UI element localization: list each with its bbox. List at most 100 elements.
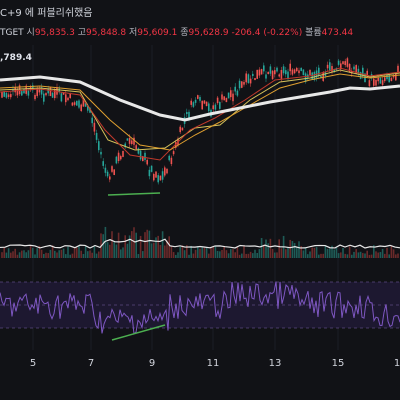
candle-body — [153, 174, 155, 181]
candle-body — [45, 93, 47, 96]
candle-body — [179, 126, 181, 133]
candle-body — [205, 101, 208, 107]
volume-bar — [337, 253, 340, 258]
candle-body — [225, 97, 228, 103]
volume-bar — [80, 250, 82, 258]
candle-body — [36, 88, 38, 97]
candle-body — [124, 143, 126, 148]
volume-bar — [10, 252, 12, 258]
volume-bar — [208, 253, 210, 258]
candle-body — [139, 150, 142, 160]
candle-body — [1, 91, 3, 98]
volume-bar — [113, 242, 115, 258]
volume-bar — [60, 249, 63, 258]
price-trendline[interactable] — [107, 192, 161, 196]
volume-bar — [236, 246, 239, 258]
candle-body — [236, 90, 239, 96]
candle-body — [291, 69, 294, 75]
volume-bar — [344, 253, 346, 258]
volume-bar — [364, 253, 366, 258]
volume-bar — [170, 245, 173, 258]
candle-body — [377, 77, 379, 82]
candle-body — [368, 80, 371, 87]
candlesticks[interactable] — [1, 56, 399, 185]
volume-bar — [342, 248, 344, 258]
candle-body — [230, 90, 232, 98]
volume-bar — [183, 250, 186, 258]
volume-bar — [27, 250, 30, 258]
volume-bar — [168, 236, 170, 258]
candle-body — [201, 100, 203, 110]
open-label: 시 — [26, 28, 35, 38]
volume-bar — [21, 250, 23, 258]
candle-body — [190, 100, 192, 105]
candle-body — [106, 171, 109, 177]
volume-bar — [234, 252, 236, 258]
candle-body — [249, 78, 252, 84]
candle-body — [133, 137, 135, 145]
volume-bar — [190, 245, 192, 258]
volume-bar — [102, 234, 104, 258]
volume-bar — [214, 245, 217, 258]
price-tag-text: ,789.4 — [0, 53, 32, 63]
candle-body — [357, 68, 360, 74]
volume-bar — [276, 252, 278, 258]
volume-bar — [289, 239, 291, 258]
volume-bar — [40, 249, 43, 258]
volume-bar — [353, 251, 355, 258]
volume-bar — [120, 249, 122, 258]
candle-body — [274, 70, 276, 75]
volume-bar — [117, 232, 120, 258]
ohlc-legend: TGET 시95,835.3 고95,848.8 저95,609.1 종95,6… — [0, 25, 353, 38]
volume-bar — [36, 248, 38, 258]
volume-bar — [309, 251, 311, 258]
candle-body — [252, 73, 254, 76]
volume-bar — [78, 245, 80, 258]
candle-body — [322, 72, 324, 81]
volume-bar — [89, 250, 91, 258]
candle-body — [23, 88, 25, 94]
candle-body — [34, 94, 36, 100]
candle-body — [258, 69, 261, 76]
candle-body — [355, 65, 357, 74]
volume-bar — [122, 247, 124, 258]
volume-bar — [95, 253, 98, 258]
candle-body — [164, 167, 166, 176]
volume-bar — [137, 254, 140, 258]
volume-bar — [82, 253, 85, 258]
candle-body — [342, 61, 344, 65]
volume-bar — [56, 252, 58, 258]
candle-body — [326, 64, 329, 69]
candle-body — [381, 80, 384, 85]
volume-bar — [247, 253, 250, 258]
rsi-trendline[interactable] — [111, 324, 166, 341]
candle-body — [216, 97, 219, 104]
volume-bar — [260, 237, 263, 258]
candle-body — [366, 70, 368, 76]
volume-bar — [47, 253, 49, 258]
ma-red-line — [0, 67, 400, 161]
candle-body — [337, 60, 340, 65]
volume-bar — [302, 250, 305, 258]
candle-body — [346, 58, 349, 67]
close-value: 95,628.9 — [188, 28, 229, 38]
candle-body — [221, 94, 223, 100]
volume-bar — [181, 245, 184, 258]
high-value: 95,848.8 — [86, 28, 127, 38]
candle-body — [379, 77, 382, 84]
volume-bar — [161, 231, 164, 258]
volume-bar — [164, 245, 166, 258]
candle-body — [384, 77, 386, 82]
candle-body — [43, 93, 45, 102]
volume-bar — [51, 245, 54, 258]
x-tick-label: 13 — [268, 358, 282, 369]
volume-bar — [186, 245, 188, 258]
candle-body — [260, 69, 263, 75]
candle-body — [188, 111, 190, 120]
volume-bar — [155, 237, 157, 258]
volume-bar — [157, 235, 159, 258]
candle-body — [80, 104, 82, 112]
volume-bar — [197, 246, 199, 258]
price-tag: ,789.4 — [0, 53, 32, 63]
